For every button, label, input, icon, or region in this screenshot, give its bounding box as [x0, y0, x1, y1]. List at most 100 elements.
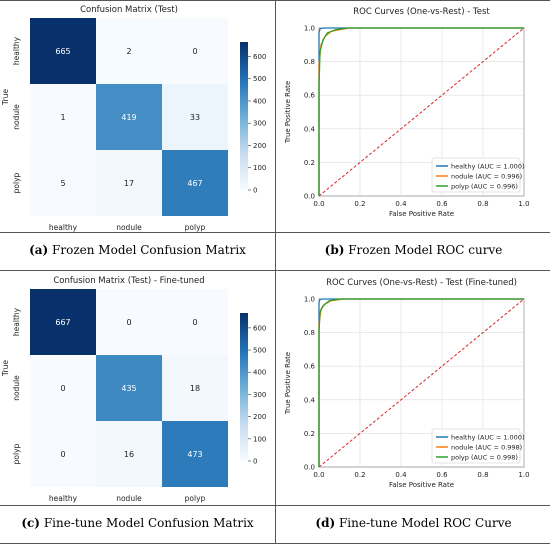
y-tick-label: 0.2	[304, 430, 315, 438]
heatmap-cell	[162, 355, 228, 421]
caption-b-text: Frozen Model ROC curve	[348, 243, 503, 257]
chart-title: Confusion Matrix (Test) - Fine-tuned	[53, 276, 204, 286]
y-tick-label: polyp	[12, 172, 21, 193]
chance-diagonal-line	[318, 298, 525, 468]
x-tick-label: 1.0	[518, 471, 529, 479]
confusion-matrix-finetuned: Confusion Matrix (Test) - Fine-tuned 667 0…	[1, 276, 266, 505]
colorbar	[240, 313, 248, 461]
x-tick-label: 0.2	[354, 471, 365, 479]
colorbar-tick-label: 500	[253, 347, 266, 355]
cell-value-label: 33	[190, 113, 200, 122]
y-tick-label: 1.0	[304, 296, 315, 304]
heatmap-cell	[96, 18, 162, 84]
y-tick-label: 0.8	[304, 329, 315, 337]
x-axis-label: Predicted	[111, 504, 146, 505]
y-tick-label: nodule	[12, 375, 21, 401]
heatmap-cell	[30, 421, 96, 487]
heatmap-cell	[162, 18, 228, 84]
legend-label: healthy (AUC = 1.000)	[451, 434, 525, 442]
caption-b: (b) Frozen Model ROC curve	[276, 243, 550, 257]
cell-value-label: 0	[60, 450, 65, 459]
x-tick-label: healthy	[49, 494, 78, 503]
caption-a-text: Frozen Model Confusion Matrix	[52, 243, 246, 257]
roc-series-line	[318, 27, 524, 196]
heatmap-cell	[30, 150, 96, 216]
x-tick-label: 0.4	[395, 471, 407, 479]
cell-value-label: 667	[55, 318, 70, 327]
y-tick-label: healthy	[12, 36, 21, 65]
x-tick-label: 1.0	[518, 200, 529, 208]
heatmap-cell	[162, 150, 228, 216]
cell-value-label: 18	[190, 384, 200, 393]
x-axis-label: False Positive Rate	[389, 210, 454, 218]
y-tick-label: 0.6	[304, 92, 316, 100]
cell-value-label: 435	[121, 384, 136, 393]
roc-curve-finetuned: ROC Curves (One-vs-Rest) - Test (Fine-tu…	[284, 278, 530, 489]
caption-d-letter: (d)	[315, 516, 336, 530]
colorbar-tick-label: 300	[253, 120, 266, 128]
legend-label: nodule (AUC = 0.998)	[451, 444, 522, 452]
heatmap-cell	[30, 355, 96, 421]
heatmap-cell	[96, 150, 162, 216]
colorbar-tick-label: 600	[253, 53, 266, 61]
y-tick-label: polyp	[12, 443, 21, 464]
colorbar-tick-label: 100	[253, 435, 266, 443]
confusion-matrix-frozen: Confusion Matrix (Test) 665 2 0 1 419 33 5 17 467…	[1, 5, 266, 232]
cell-value-label: 419	[121, 113, 136, 122]
colorbar-tick-label: 500	[253, 75, 266, 83]
y-tick-label: 0.8	[304, 58, 315, 66]
colorbar-tick-label: 0	[253, 458, 257, 466]
frame-center	[275, 0, 276, 544]
x-tick-label: 0.8	[477, 200, 488, 208]
legend-box	[431, 157, 521, 193]
y-tick-label: 0.4	[304, 396, 316, 404]
x-tick-label: 0.4	[395, 200, 407, 208]
cell-value-label: 0	[60, 384, 65, 393]
colorbar-tick-label: 300	[253, 391, 266, 399]
cell-value-label: 0	[192, 47, 197, 56]
heatmap-cell	[30, 289, 96, 355]
caption-a: (a) Frozen Model Confusion Matrix	[0, 243, 275, 257]
y-tick-label: 0.4	[304, 125, 316, 133]
colorbar-tick-label: 400	[253, 369, 266, 377]
caption-c-letter: (c)	[21, 516, 40, 530]
cell-value-label: 0	[192, 318, 197, 327]
y-tick-label: healthy	[12, 307, 21, 336]
x-tick-label: 0.2	[354, 200, 365, 208]
x-tick-label: 0.6	[436, 471, 448, 479]
heatmap-cell	[162, 421, 228, 487]
heatmap-cell	[96, 289, 162, 355]
x-tick-label: nodule	[116, 223, 142, 232]
heatmap-cell	[30, 84, 96, 150]
heatmap-cell	[162, 84, 228, 150]
x-tick-label: 0.0	[313, 471, 324, 479]
caption-a-letter: (a)	[29, 243, 49, 257]
cell-value-label: 665	[55, 47, 70, 56]
x-tick-label: polyp	[185, 494, 206, 503]
chart-title: Confusion Matrix (Test)	[80, 5, 178, 15]
colorbar-tick-label: 200	[253, 142, 266, 150]
legend-box	[431, 428, 521, 464]
x-tick-label: healthy	[49, 223, 78, 232]
colorbar-tick-label: 400	[253, 97, 266, 105]
cell-value-label: 17	[124, 179, 134, 188]
y-axis-label: True	[1, 360, 10, 377]
cell-value-label: 0	[126, 318, 131, 327]
chart-title: ROC Curves (One-vs-Rest) - Test (Fine-tu…	[326, 278, 517, 288]
caption-b-letter: (b)	[324, 243, 345, 257]
legend-label: polyp (AUC = 0.998)	[451, 454, 518, 462]
caption-d-text: Fine-tune Model ROC Curve	[338, 516, 512, 530]
y-tick-label: 0.0	[304, 193, 315, 201]
y-tick-label: 1.0	[304, 25, 315, 33]
x-tick-label: 0.0	[313, 200, 324, 208]
y-axis-label: True	[1, 89, 10, 106]
x-tick-label: 0.6	[436, 200, 448, 208]
colorbar-tick-label: 200	[253, 413, 266, 421]
caption-c: (c) Fine-tune Model Confusion Matrix	[0, 516, 275, 530]
x-axis-label: False Positive Rate	[389, 481, 454, 489]
caption-d: (d) Fine-tune Model ROC Curve	[276, 516, 550, 530]
heatmap-cell	[30, 18, 96, 84]
roc-series-line	[318, 298, 524, 467]
legend-label: polyp (AUC = 0.996)	[451, 183, 518, 191]
cell-value-label: 16	[124, 450, 134, 459]
